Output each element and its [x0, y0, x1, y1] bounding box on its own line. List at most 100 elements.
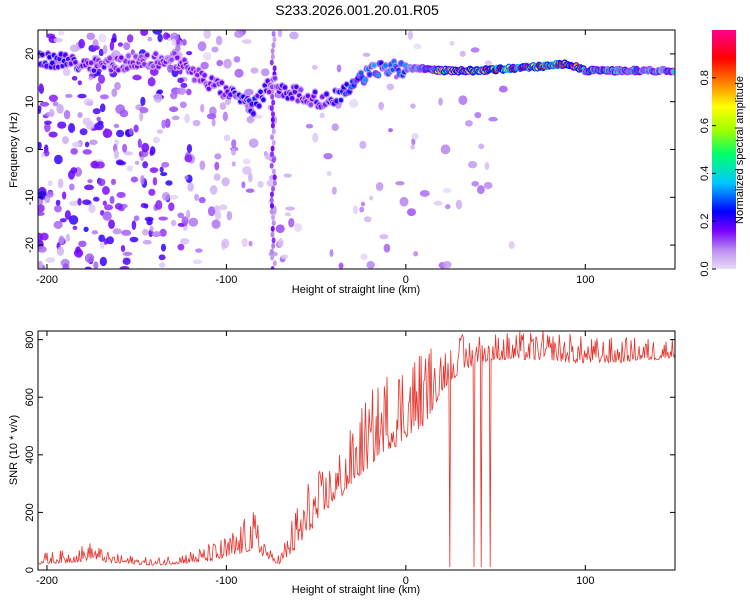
heat-cell — [231, 139, 237, 149]
heat-cell — [167, 64, 173, 73]
heat-cell — [95, 82, 102, 93]
heat-cell — [269, 208, 274, 215]
heat-cell — [49, 108, 55, 118]
heat-cell — [433, 200, 443, 206]
heat-cell — [271, 220, 276, 227]
ridge-cell — [371, 63, 377, 68]
heat-cell — [161, 119, 166, 129]
heat-cell — [113, 123, 120, 128]
heat-cell — [271, 168, 276, 175]
heat-cell — [247, 172, 253, 183]
ridge-cell — [123, 59, 128, 64]
heat-cell — [149, 76, 155, 87]
heat-cell — [467, 160, 478, 169]
heat-cell — [271, 99, 276, 106]
heat-cell — [110, 178, 117, 186]
heat-cell — [84, 141, 90, 148]
heat-cell — [270, 53, 275, 60]
heat-cell — [442, 261, 452, 269]
heat-cell — [159, 228, 167, 237]
heat-cell — [88, 204, 96, 214]
heat-cell — [214, 211, 222, 220]
heat-cell — [478, 143, 485, 150]
heat-cell — [161, 161, 170, 168]
heat-cell — [69, 44, 80, 52]
heat-cell — [108, 219, 115, 230]
heat-cell — [82, 149, 92, 155]
heat-cell — [171, 115, 180, 121]
heat-cell — [198, 196, 206, 204]
heat-cell — [244, 88, 254, 96]
heat-cell — [200, 103, 205, 113]
ridge-cell — [292, 89, 298, 95]
heat-cell — [211, 46, 219, 53]
heat-cell — [71, 75, 78, 81]
heat-cell — [464, 120, 473, 127]
ridge-cell — [358, 70, 364, 76]
heat-cell — [119, 266, 130, 269]
heat-cell — [83, 226, 89, 232]
ridge-cell — [272, 76, 278, 81]
heat-cell — [186, 51, 193, 56]
heat-cell — [260, 68, 270, 77]
heat-cell — [269, 248, 274, 255]
heat-cell — [338, 262, 344, 269]
heat-cell — [221, 238, 230, 249]
heat-cell — [474, 112, 482, 119]
heat-cell — [248, 138, 259, 148]
heat-cell — [218, 204, 228, 211]
ridge-cell — [91, 68, 97, 73]
heat-cell — [168, 202, 175, 212]
heat-cell — [53, 220, 63, 229]
heat-cell — [38, 232, 43, 242]
heat-cell — [77, 198, 82, 206]
y-tick-label: 200 — [24, 503, 36, 521]
ridge-cell — [305, 93, 311, 99]
snr-y-label: SNR (10 * v/v) — [8, 415, 20, 485]
heat-cell — [222, 111, 228, 122]
heat-cell — [199, 160, 206, 171]
y-tick-label: 400 — [24, 446, 36, 464]
colorbar-tick-label: 0.8 — [699, 70, 711, 85]
ridge-cell — [383, 63, 388, 68]
heat-cell — [248, 240, 253, 247]
heat-cell — [241, 181, 246, 189]
heat-cell — [184, 154, 193, 163]
heat-cell — [280, 254, 289, 259]
heat-cell — [245, 188, 255, 193]
heat-cell — [116, 191, 126, 199]
ridge-cell — [261, 97, 266, 102]
heat-cell — [476, 185, 485, 195]
heat-cell — [270, 111, 275, 118]
heat-cell — [152, 30, 163, 35]
heat-cell — [266, 179, 275, 187]
heat-cell — [360, 201, 366, 207]
heat-cell — [271, 30, 276, 37]
ridge-cell — [55, 64, 61, 70]
heat-cell — [215, 35, 223, 46]
heat-cell — [116, 129, 125, 138]
heat-cell — [102, 44, 108, 55]
ridge-cell — [58, 52, 64, 57]
heat-cell — [312, 132, 319, 143]
heat-cell — [55, 199, 61, 206]
heat-cell — [388, 128, 393, 133]
spectrogram-x-label: Height of straight line (km) — [292, 284, 420, 296]
heat-cell — [46, 191, 54, 198]
heat-cell — [288, 217, 295, 228]
y-tick-label: 20 — [24, 48, 36, 60]
heat-cell — [153, 93, 163, 103]
ridge-cell — [344, 82, 349, 87]
heat-cell — [58, 235, 65, 245]
heat-cell — [195, 248, 203, 253]
heat-cell — [271, 243, 276, 250]
heat-cell — [38, 211, 45, 216]
heat-cell — [270, 254, 275, 261]
ridge-cell — [289, 96, 295, 101]
heat-cell — [177, 212, 185, 219]
heat-cell — [140, 203, 147, 209]
heat-cell — [359, 140, 367, 149]
heat-cell — [269, 202, 274, 209]
heat-cell — [270, 116, 275, 123]
snr-line — [38, 331, 675, 568]
